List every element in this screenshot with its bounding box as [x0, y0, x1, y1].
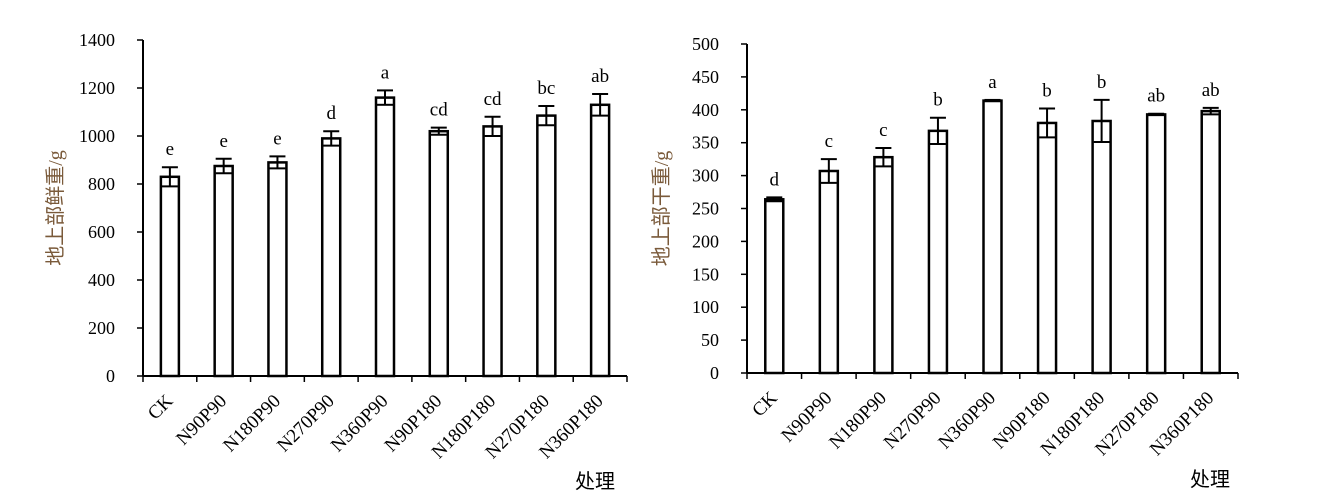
- significance-label: e: [166, 139, 174, 160]
- y-tick-label: 50: [701, 330, 719, 350]
- y-tick-label: 1400: [79, 30, 115, 50]
- y-tick-label: 400: [88, 270, 115, 290]
- bar: [982, 99, 1003, 375]
- bar: [213, 164, 234, 378]
- bar: [374, 96, 396, 378]
- y-tick-label: 500: [692, 34, 719, 54]
- bar: [320, 137, 342, 378]
- y-tick-label: 1200: [79, 78, 115, 98]
- y-tick-label: 0: [106, 366, 115, 386]
- y-tick-label: 400: [692, 100, 719, 120]
- bar: [482, 125, 503, 378]
- y-tick-label: 800: [88, 174, 115, 194]
- y-tick-label: 350: [692, 133, 719, 153]
- y-tick-label: 200: [692, 231, 719, 251]
- bar: [873, 155, 894, 375]
- significance-label: b: [933, 90, 943, 111]
- significance-label: c: [879, 120, 887, 141]
- bar: [927, 129, 949, 375]
- significance-label: cd: [484, 89, 502, 110]
- chart-panel-1: 0200400600800100012001400eCKeN90P90eN180…: [44, 30, 628, 493]
- significance-label: e: [219, 131, 227, 152]
- significance-label: d: [326, 103, 336, 124]
- y-tick-label: 1000: [79, 126, 115, 146]
- bar: [818, 169, 840, 375]
- y-tick-label: 100: [692, 297, 719, 317]
- x-axis-title: 处理: [1190, 468, 1230, 491]
- y-tick-label: 200: [88, 318, 115, 338]
- significance-label: ab: [591, 66, 609, 87]
- y-tick-label: 450: [692, 67, 719, 87]
- y-tick-label: 150: [692, 264, 719, 284]
- significance-label: ab: [1147, 86, 1165, 107]
- bar: [764, 198, 785, 375]
- significance-label: d: [770, 169, 780, 190]
- category-label: CK: [144, 390, 178, 424]
- significance-label: ab: [1202, 80, 1220, 101]
- bar: [159, 175, 181, 378]
- x-axis-title: 处理: [575, 470, 615, 493]
- category-label: N360P90: [327, 391, 393, 457]
- bar: [589, 103, 611, 378]
- significance-label: b: [1042, 80, 1052, 101]
- chart-panel-2: 050100150200250300350400450500dCKcN90P90…: [650, 34, 1239, 491]
- significance-label: b: [1097, 72, 1107, 93]
- y-axis-title: 地上部干重/g: [650, 151, 673, 267]
- y-axis-title: 地上部鲜重/g: [44, 150, 67, 266]
- category-label: CK: [748, 387, 782, 421]
- category-label: N270P90: [880, 388, 946, 454]
- category-label: N360P90: [934, 388, 1000, 454]
- bar: [1036, 121, 1058, 375]
- y-tick-label: 600: [88, 222, 115, 242]
- significance-label: cd: [430, 100, 448, 121]
- y-tick-label: 250: [692, 199, 719, 219]
- category-label: N180P90: [219, 391, 285, 457]
- significance-label: a: [988, 72, 997, 93]
- bar: [1200, 109, 1221, 375]
- bar: [1091, 119, 1112, 375]
- bar: [428, 129, 450, 378]
- significance-label: bc: [537, 78, 555, 99]
- bar: [267, 161, 288, 378]
- bar: [536, 114, 557, 378]
- y-tick-label: 300: [692, 166, 719, 186]
- significance-label: a: [381, 62, 390, 83]
- category-label: N180P90: [825, 388, 891, 454]
- significance-label: e: [273, 128, 281, 149]
- y-tick-label: 0: [710, 363, 719, 383]
- category-label: N270P90: [273, 391, 339, 457]
- bar: [1145, 113, 1167, 375]
- significance-label: c: [825, 131, 833, 152]
